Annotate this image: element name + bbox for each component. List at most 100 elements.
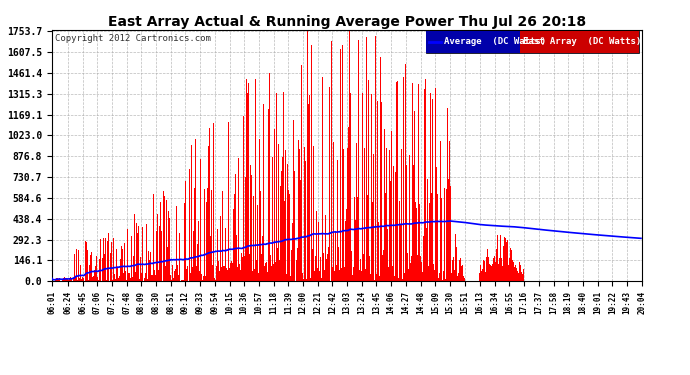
Bar bbox=[373, 154, 374, 281]
Bar bbox=[510, 248, 511, 281]
Bar bbox=[55, 279, 56, 281]
Bar bbox=[79, 278, 80, 281]
Bar bbox=[147, 279, 148, 281]
Bar bbox=[334, 117, 335, 281]
Bar bbox=[88, 280, 89, 281]
Bar bbox=[482, 269, 483, 281]
Bar bbox=[223, 266, 224, 281]
Bar bbox=[427, 180, 428, 281]
Bar bbox=[139, 279, 140, 281]
Bar bbox=[432, 243, 433, 281]
Bar bbox=[452, 260, 453, 281]
Bar bbox=[281, 255, 282, 281]
Bar bbox=[56, 278, 57, 281]
Bar bbox=[114, 274, 115, 281]
Bar bbox=[130, 279, 131, 281]
Bar bbox=[293, 120, 294, 281]
Bar bbox=[191, 145, 192, 281]
Bar bbox=[90, 255, 91, 281]
Bar bbox=[53, 280, 54, 281]
Bar bbox=[513, 263, 514, 281]
Bar bbox=[247, 93, 248, 281]
Bar bbox=[65, 278, 66, 281]
Bar bbox=[398, 278, 399, 281]
Bar bbox=[362, 93, 363, 281]
Bar bbox=[347, 148, 348, 281]
Bar bbox=[144, 278, 145, 281]
Bar bbox=[381, 261, 382, 281]
FancyBboxPatch shape bbox=[426, 31, 520, 52]
Bar bbox=[246, 78, 247, 281]
Bar bbox=[417, 116, 418, 281]
Bar bbox=[337, 160, 338, 281]
Bar bbox=[129, 263, 130, 281]
Bar bbox=[207, 188, 208, 281]
Bar bbox=[115, 279, 116, 281]
Bar bbox=[150, 252, 151, 281]
Bar bbox=[502, 266, 503, 281]
Bar bbox=[248, 83, 249, 281]
Bar bbox=[66, 278, 67, 281]
Bar bbox=[260, 191, 261, 281]
Bar bbox=[420, 256, 421, 281]
Bar bbox=[483, 260, 484, 281]
Bar bbox=[348, 127, 349, 281]
Bar bbox=[308, 249, 309, 281]
Bar bbox=[353, 267, 354, 281]
Bar bbox=[280, 186, 281, 281]
Bar bbox=[397, 81, 398, 281]
Bar bbox=[96, 256, 97, 281]
Bar bbox=[295, 280, 296, 281]
Bar bbox=[460, 258, 461, 281]
Bar bbox=[140, 257, 141, 281]
Bar bbox=[411, 256, 412, 281]
Bar bbox=[517, 272, 518, 281]
Bar bbox=[216, 266, 217, 281]
Bar bbox=[506, 256, 507, 281]
Bar bbox=[410, 263, 411, 281]
Bar bbox=[127, 266, 128, 281]
Bar bbox=[431, 193, 432, 281]
Bar bbox=[305, 161, 306, 281]
Bar bbox=[267, 272, 268, 281]
Bar bbox=[520, 265, 521, 281]
Bar bbox=[449, 141, 450, 281]
Bar bbox=[235, 174, 236, 281]
Bar bbox=[177, 265, 178, 281]
Bar bbox=[371, 94, 372, 281]
Bar bbox=[500, 235, 501, 281]
Bar bbox=[189, 169, 190, 281]
Bar bbox=[117, 235, 118, 281]
Bar bbox=[450, 186, 451, 281]
Bar bbox=[202, 280, 203, 281]
Bar bbox=[76, 249, 77, 281]
Bar bbox=[112, 263, 113, 281]
Bar bbox=[370, 274, 371, 281]
Bar bbox=[157, 214, 158, 281]
Bar bbox=[138, 226, 139, 281]
Bar bbox=[103, 238, 104, 281]
Bar bbox=[239, 264, 240, 281]
Bar bbox=[453, 257, 454, 281]
Bar bbox=[497, 233, 498, 281]
Bar bbox=[181, 280, 182, 281]
Bar bbox=[131, 236, 132, 281]
Bar bbox=[126, 279, 127, 281]
Bar bbox=[364, 184, 365, 281]
Bar bbox=[309, 94, 310, 281]
Bar bbox=[165, 266, 166, 281]
Bar bbox=[218, 261, 219, 281]
Bar bbox=[365, 269, 366, 281]
Bar bbox=[226, 268, 227, 281]
FancyBboxPatch shape bbox=[426, 31, 639, 52]
Bar bbox=[344, 267, 345, 281]
Bar bbox=[183, 280, 184, 281]
Bar bbox=[221, 191, 222, 281]
Bar bbox=[395, 172, 396, 281]
Bar bbox=[406, 277, 407, 281]
Bar bbox=[102, 258, 103, 281]
Bar bbox=[78, 279, 79, 281]
Bar bbox=[156, 231, 157, 281]
Bar bbox=[241, 253, 242, 281]
Bar bbox=[220, 216, 221, 281]
